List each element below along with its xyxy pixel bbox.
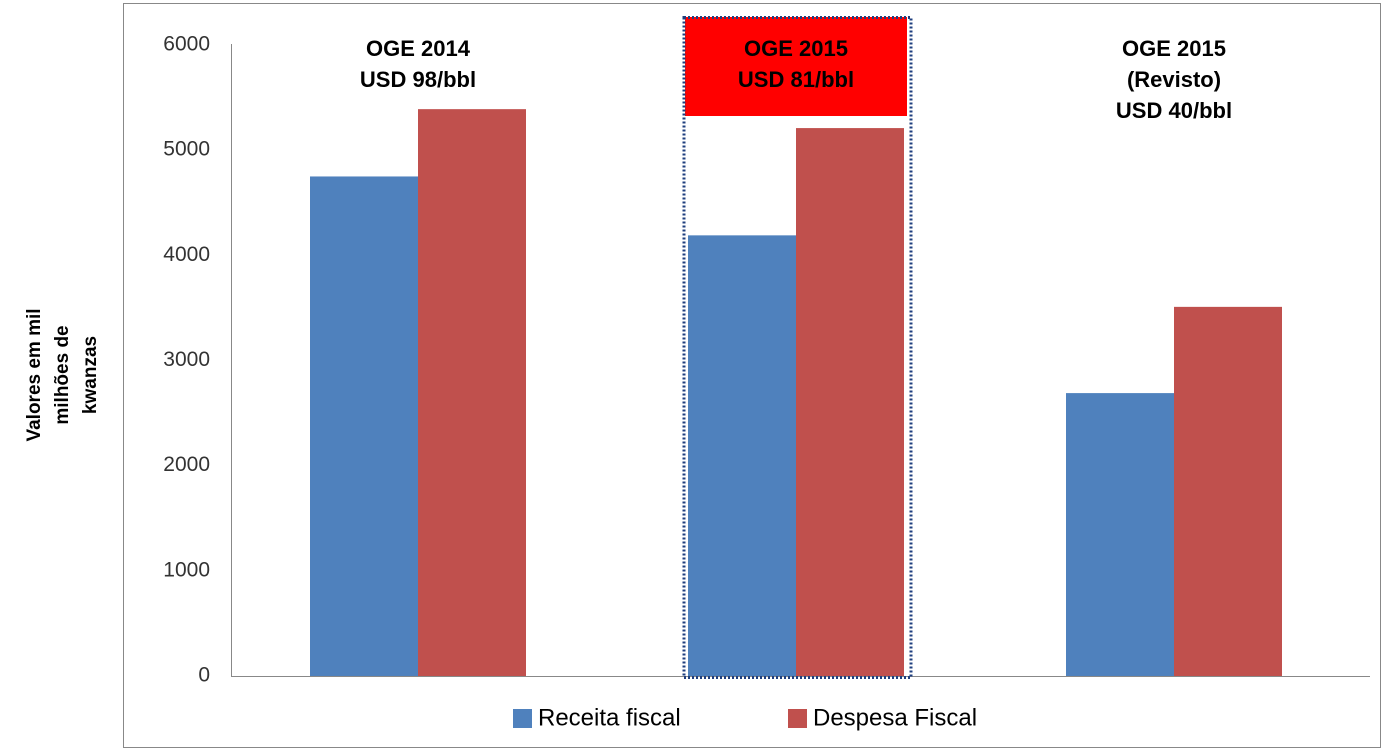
category-label: USD 98/bbl <box>360 67 476 92</box>
bar <box>418 109 526 676</box>
category-label: USD 40/bbl <box>1116 98 1232 123</box>
bar <box>1174 306 1282 676</box>
y-tick-label: 3000 <box>163 348 210 371</box>
y-tick-label: 2000 <box>163 453 210 476</box>
category-label: OGE 2014 <box>366 36 471 61</box>
legend-swatch <box>788 709 807 728</box>
category-label: USD 81/bbl <box>738 67 854 92</box>
bar <box>688 235 796 676</box>
y-tick-label: 4000 <box>163 243 210 266</box>
bar <box>1066 393 1174 676</box>
category-label: OGE 2015 <box>1122 36 1226 61</box>
y-axis-label: Valores em mil <box>24 308 45 441</box>
y-tick-label: 6000 <box>163 33 210 56</box>
legend-label: Despesa Fiscal <box>813 704 977 731</box>
legend-label: Receita fiscal <box>538 704 681 731</box>
bar <box>310 176 418 677</box>
legend-swatch <box>513 709 532 728</box>
highlight-box <box>685 17 907 116</box>
category-label: (Revisto) <box>1127 67 1221 92</box>
y-tick-label: 5000 <box>163 138 210 161</box>
y-axis-label: milhões de <box>52 325 73 424</box>
category-label: OGE 2015 <box>744 36 848 61</box>
y-tick-label: 1000 <box>163 558 210 581</box>
y-axis-label: kwanzas <box>80 336 101 414</box>
y-tick-label: 0 <box>198 664 210 687</box>
highlight-outline <box>682 16 913 679</box>
bar <box>796 128 904 676</box>
